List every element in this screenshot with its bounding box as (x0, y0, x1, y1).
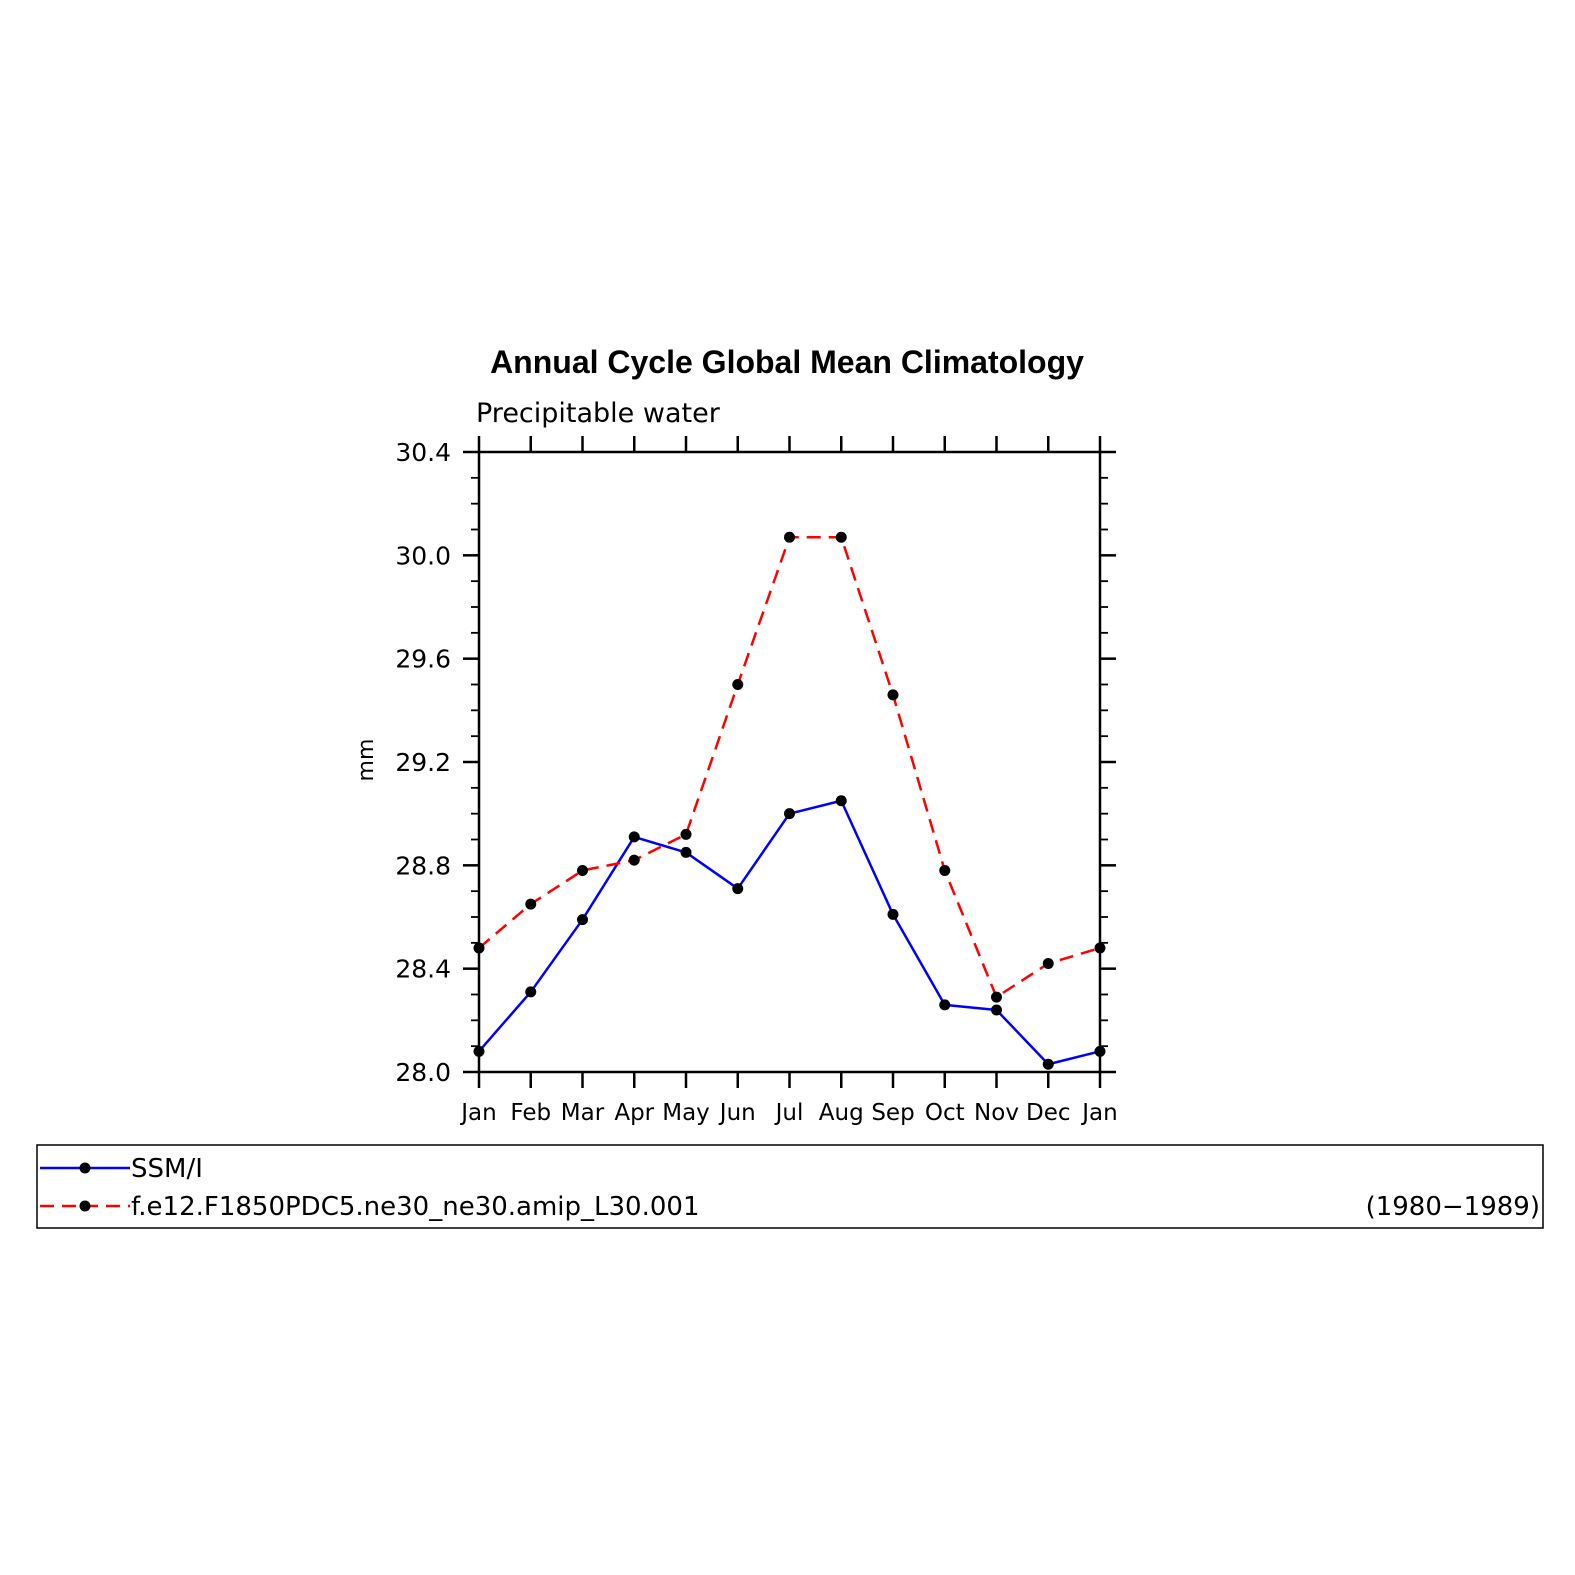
series-2-point (525, 898, 537, 910)
legend-marker-1 (79, 1162, 91, 1174)
x-tick-label: Jul (774, 1100, 804, 1126)
series-line-1 (478, 799, 1101, 1066)
y-tick-labels: 28.0 28.4 28.8 29.2 29.6 30.0 30.4 (395, 438, 451, 1087)
x-tick-label: Jan (1080, 1100, 1117, 1126)
y-tick-label: 29.6 (395, 645, 451, 674)
series-lines (478, 536, 1101, 1066)
series-1-point (784, 808, 795, 820)
chart-subtitle: Precipitable water (476, 398, 721, 429)
series-2-point (577, 865, 588, 876)
series-2-point (680, 828, 692, 840)
y-tick-label: 30.4 (395, 438, 451, 467)
series-1-point (887, 908, 899, 920)
y-tick-label: 30.0 (395, 541, 451, 570)
legend: SSM/I f.e12.F1850PDC5.ne30_ne30.amip_L30.… (36, 1144, 1544, 1229)
y-tick-label: 28.4 (395, 955, 451, 984)
x-tick-label: Feb (510, 1100, 551, 1126)
x-tick-label: Nov (974, 1100, 1019, 1126)
series-1-point (680, 846, 692, 858)
x-tick-label: Jun (718, 1100, 756, 1126)
series-line-2 (478, 536, 1101, 999)
x-tick-labels: Jan Feb Mar Apr May Jun Jul Aug Sep Oct Nov Dec Jan (459, 1100, 1117, 1126)
y-tick-label: 28.8 (395, 851, 451, 880)
legend-label-1: SSM/I (131, 1154, 203, 1184)
series-2-point (628, 854, 640, 866)
x-tick-label: Jan (459, 1100, 496, 1126)
legend-note: (1980−1989) (1366, 1192, 1540, 1222)
series-1-point (835, 795, 847, 807)
series-markers (473, 531, 1106, 1070)
series-2-point (1042, 958, 1054, 969)
series-1-point (732, 883, 744, 895)
series-2-point (991, 991, 1002, 1003)
series-1-point (939, 999, 951, 1011)
series-1-point (628, 831, 640, 843)
series-2-point (732, 679, 744, 690)
x-tick-label: Oct (925, 1100, 965, 1126)
legend-box (36, 1144, 1544, 1229)
legend-label-2: f.e12.F1850PDC5.ne30_ne30.amip_L30.001 (131, 1192, 699, 1222)
y-tick-label: 29.2 (395, 748, 451, 777)
series-2-point (835, 531, 847, 543)
axis-ticks (463, 436, 1116, 1088)
series-1-point (1042, 1058, 1054, 1070)
series-2-point (784, 531, 795, 543)
series-1-point (525, 986, 537, 998)
y-tick-label: 28.0 (395, 1058, 451, 1087)
chart-title: Annual Cycle Global Mean Climatology (490, 344, 1084, 380)
x-tick-label: Mar (561, 1100, 605, 1126)
x-tick-label: Apr (614, 1100, 654, 1126)
legend-marker-2 (79, 1200, 91, 1212)
x-tick-label: May (662, 1100, 710, 1126)
series-2-point (887, 689, 899, 701)
plot-frame (477, 450, 1102, 1074)
series-2-point (939, 865, 951, 876)
x-tick-label: Sep (871, 1100, 914, 1126)
y-axis-label: mm (354, 739, 379, 782)
series-1-point (577, 914, 588, 926)
series-1-point (991, 1004, 1002, 1016)
x-tick-label: Aug (819, 1100, 864, 1126)
x-tick-label: Dec (1026, 1100, 1071, 1126)
